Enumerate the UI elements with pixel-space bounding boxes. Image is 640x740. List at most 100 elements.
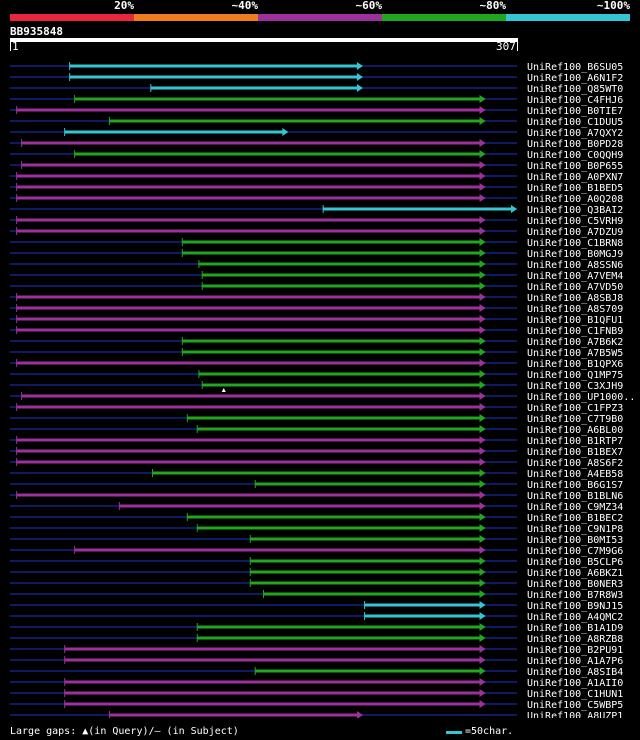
hit-end-arrow [479, 282, 486, 290]
hit-end-arrow [479, 480, 486, 488]
hit-end-arrow [479, 535, 486, 543]
hit-label[interactable]: UniRef100_B7R8W3 [527, 590, 623, 601]
hit-label[interactable]: UniRef100_A6BL00 [527, 425, 623, 436]
legend-label: ~100% [596, 0, 630, 12]
hit-end-arrow [479, 161, 486, 169]
hit-end-arrow [479, 524, 486, 532]
hit-end-arrow [479, 623, 486, 631]
hit-label[interactable]: UniRef100_B1BEX7 [527, 447, 623, 458]
scale-bar [446, 731, 462, 734]
ruler-start-label: 1 [12, 40, 19, 53]
hit-label[interactable]: UniRef100_B0TIE7 [527, 106, 623, 117]
hit-label[interactable]: UniRef100_B5CLP6 [527, 557, 623, 568]
gap-marker-icon [221, 388, 226, 392]
hit-label[interactable]: UniRef100_A4EB58 [527, 469, 623, 480]
hit-end-arrow [479, 304, 486, 312]
hit-end-arrow [479, 117, 486, 125]
hit-label[interactable]: UniRef100_A8SIB4 [527, 667, 623, 678]
hit-label[interactable]: UniRef100_A4QMC2 [527, 612, 623, 623]
hit-end-arrow [479, 469, 486, 477]
identity-legend: 20% ~40% ~60% ~80% ~100% [0, 0, 640, 22]
hit-end-arrow [479, 150, 486, 158]
hit-end-arrow [479, 557, 486, 565]
hit-label[interactable]: UniRef100_A7QXY2 [527, 128, 623, 139]
hit-label[interactable]: UniRef100_B2PU91 [527, 645, 623, 656]
hit-end-arrow [479, 612, 486, 620]
hit-label[interactable]: UniRef100_C4FHJ6 [527, 95, 623, 106]
hit-end-arrow [479, 381, 486, 389]
hit-end-arrow [479, 667, 486, 675]
hit-end-arrow [479, 293, 486, 301]
hit-label[interactable]: UniRef100_B0MGJ9 [527, 249, 623, 260]
hit-label[interactable]: UniRef100_A8S709 [527, 304, 623, 315]
hit-label[interactable]: UniRef100_B0P655 [527, 161, 623, 172]
hit-label[interactable]: UniRef100_C1HUN1 [527, 689, 623, 700]
hit-label[interactable]: UniRef100_C7T9B0 [527, 414, 623, 425]
legend-label: 20% [114, 0, 134, 12]
hit-label[interactable]: UniRef100_B0PD28 [527, 139, 623, 150]
hit-label[interactable]: UniRef100_A6N1F2 [527, 73, 623, 84]
hit-label[interactable]: UniRef100_B9NJ15 [527, 601, 623, 612]
ruler-end-tick [517, 41, 518, 51]
hit-label[interactable]: UniRef100_C5WBP5 [527, 700, 623, 711]
hit-end-arrow [479, 568, 486, 576]
footer-gaps-prefix: Large gaps: [10, 726, 83, 737]
hit-label[interactable]: UniRef100_C7M9G6 [527, 546, 623, 557]
hit-label[interactable]: UniRef100_A7B6K2 [527, 337, 623, 348]
hit-label[interactable]: UniRef100_C0QQH9 [527, 150, 623, 161]
hit-label[interactable]: UniRef100_B0NER3 [527, 579, 623, 590]
hit-label[interactable]: UniRef100_UP1000.. [527, 392, 635, 403]
hit-label[interactable]: UniRef100_A8SSN6 [527, 260, 623, 271]
hit-label[interactable]: UniRef100_C1BRN8 [527, 238, 623, 249]
hit-label[interactable]: UniRef100_A7B5W5 [527, 348, 623, 359]
hit-label[interactable]: UniRef100_A0PXN7 [527, 172, 623, 183]
hit-label[interactable]: UniRef100_B1BEC2 [527, 513, 623, 524]
hit-end-arrow [479, 194, 486, 202]
legend-label: ~80% [479, 0, 507, 12]
hit-end-arrow [479, 216, 486, 224]
hit-end-arrow [479, 326, 486, 334]
hit-label[interactable]: UniRef100_B1A1D9 [527, 623, 623, 634]
hit-label[interactable]: UniRef100_Q1MP75 [527, 370, 623, 381]
hit-label[interactable]: UniRef100_C5VRH9 [527, 216, 623, 227]
hit-label[interactable]: UniRef100_B1BED5 [527, 183, 623, 194]
hit-label[interactable]: UniRef100_B1QFU1 [527, 315, 623, 326]
hit-label[interactable]: UniRef100_C3XJH9 [527, 381, 623, 392]
query-id: BB935848 [10, 25, 63, 38]
hit-label[interactable]: UniRef100_A7VEM4 [527, 271, 623, 282]
hit-label[interactable]: UniRef100_A6BKZ1 [527, 568, 623, 579]
hit-end-arrow [479, 689, 486, 697]
query-ruler [10, 38, 518, 42]
hit-end-arrow [479, 260, 486, 268]
hit-label[interactable]: UniRef100_B1RTP7 [527, 436, 623, 447]
hit-label[interactable]: UniRef100_A7VD50 [527, 282, 623, 293]
hit-label[interactable]: UniRef100_Q3BAI2 [527, 205, 623, 216]
hit-end-arrow [479, 645, 486, 653]
hit-label[interactable]: UniRef100_A1A7P6 [527, 656, 623, 667]
hit-end-arrow [479, 139, 486, 147]
hit-label[interactable]: UniRef100_C9N1P8 [527, 524, 623, 535]
hit-end-arrow [479, 634, 486, 642]
hit-label[interactable]: UniRef100_A8UZP1 [527, 711, 623, 718]
hit-label[interactable]: UniRef100_A1AII0 [527, 678, 623, 689]
hit-label[interactable]: UniRef100_A0Q208 [527, 194, 623, 205]
hit-label[interactable]: UniRef100_C1FPZ3 [527, 403, 623, 414]
hit-end-arrow [479, 95, 486, 103]
hit-end-arrow [356, 62, 363, 70]
hit-label[interactable]: UniRef100_A8SBJ8 [527, 293, 623, 304]
hit-label[interactable]: UniRef100_C9MZ34 [527, 502, 623, 513]
hit-label[interactable]: UniRef100_B1BLN6 [527, 491, 623, 502]
hit-label[interactable]: UniRef100_B6G1S7 [527, 480, 623, 491]
hit-label[interactable]: UniRef100_B1QPX6 [527, 359, 623, 370]
hit-label[interactable]: UniRef100_B0MI53 [527, 535, 623, 546]
hit-label[interactable]: UniRef100_B6SU05 [527, 62, 623, 73]
hit-end-arrow [479, 106, 486, 114]
hit-label[interactable]: UniRef100_Q85WT0 [527, 84, 623, 95]
hit-label[interactable]: UniRef100_C1FNB9 [527, 326, 623, 337]
hit-label[interactable]: UniRef100_C1DUU5 [527, 117, 623, 128]
hit-label[interactable]: UniRef100_A7DZU9 [527, 227, 623, 238]
hit-label[interactable]: UniRef100_A8RZB8 [527, 634, 623, 645]
hit-end-arrow [479, 491, 486, 499]
hit-end-arrow [479, 513, 486, 521]
hit-label[interactable]: UniRef100_A8S6F2 [527, 458, 623, 469]
